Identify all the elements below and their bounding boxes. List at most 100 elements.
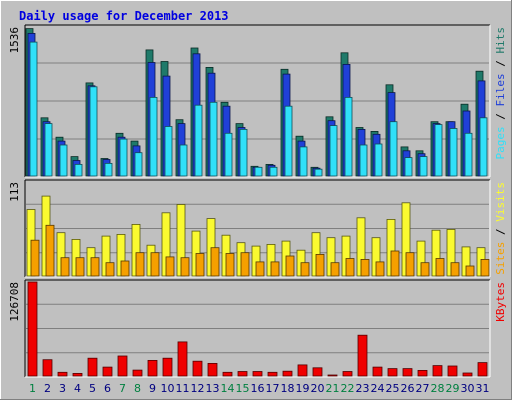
chart-title: Daily usage for December 2013 [19,9,229,23]
bar-kbytes-day-18 [282,370,293,377]
panel-upper-side-label-pages: Pages [494,126,507,159]
bar-kbytes-day-22 [342,371,353,377]
bar-kbytes-day-4 [72,372,83,377]
bar-sites-day-20 [315,253,325,277]
panel-lower: 126708 KBytes [8,279,507,378]
bar-kbytes-day-1 [27,281,38,377]
bar-sites-day-30 [465,265,475,277]
bar-kbytes-day-3 [57,371,68,377]
panel-upper-side-label-separator: / [494,54,507,74]
bar-sites-day-8 [135,252,145,277]
day-label-8: 8 [134,382,141,395]
bar-sites-day-2 [45,224,55,277]
bar-sites-day-12 [195,253,205,277]
day-label-5: 5 [89,382,96,395]
bar-kbytes-day-2 [42,359,53,377]
bar-pages-day-20 [314,168,323,177]
bar-sites-day-18 [285,255,295,277]
bar-pages-day-5 [89,86,98,177]
x-axis-day-labels: 1 2 3 4 5 6 7 8 9 10 11 12 13 14 15 16 17 18 19 20 21 22 23 24 2… [29,382,490,395]
day-label-30: 30 [461,382,475,395]
bar-pages-day-12 [194,104,203,177]
panel-middle-side-label-sites: Sites [494,242,507,275]
bar-pages-day-6 [104,162,113,177]
day-label-18: 18 [281,382,295,395]
bar-kbytes-day-10 [162,357,173,377]
panel-lower-side-label-kbytes: KBytes [494,282,507,322]
bar-kbytes-day-28 [432,365,443,377]
bar-pages-day-28 [434,124,443,177]
bar-kbytes-day-6 [102,366,113,377]
panel-upper-side-label-files: Files [494,73,507,106]
bar-pages-day-27 [419,156,428,177]
bar-kbytes-day-8 [132,369,143,377]
day-label-26: 26 [401,382,415,395]
bar-kbytes-day-19 [297,364,308,377]
bar-sites-day-28 [435,258,445,277]
bar-sites-day-25 [390,250,400,277]
bar-pages-day-23 [359,144,368,177]
bar-kbytes-day-12 [192,360,203,377]
day-label-19: 19 [296,382,310,395]
day-label-14: 14 [221,382,235,395]
bar-kbytes-day-15 [237,371,248,377]
bar-sites-day-17 [270,261,280,277]
bar-pages-day-26 [404,157,413,177]
day-label-21: 21 [326,382,340,395]
day-label-29: 29 [446,382,460,395]
day-label-11: 11 [176,382,190,395]
bar-kbytes-day-21 [327,374,338,377]
bar-sites-day-31 [480,258,490,277]
day-label-23: 23 [356,382,370,395]
bar-sites-day-9 [150,252,160,277]
bar-sites-day-21 [330,262,340,277]
bar-kbytes-day-29 [447,365,458,377]
bar-sites-day-16 [255,261,265,277]
bar-kbytes-day-31 [477,362,488,377]
bar-sites-day-4 [75,257,85,277]
bar-kbytes-day-17 [267,371,278,377]
bar-pages-day-14 [224,132,233,177]
panel-middle: 113 Sites / Visits [8,179,507,278]
bar-pages-day-2 [44,123,53,177]
bar-sites-day-22 [345,258,355,277]
day-label-28: 28 [431,382,445,395]
day-label-16: 16 [251,382,265,395]
bar-kbytes-day-9 [147,359,158,377]
chart-panels: 1536 Pages / Files / Hits 113 Sites / Visit… [8,24,507,378]
bar-kbytes-day-30 [462,372,473,377]
bar-kbytes-day-25 [387,368,398,377]
panel-upper-side-label-separator: / [494,107,507,127]
bar-sites-day-26 [405,252,415,277]
bar-sites-day-10 [165,256,175,277]
day-label-25: 25 [386,382,400,395]
bar-kbytes-day-7 [117,355,128,377]
day-label-13: 13 [206,382,220,395]
panel-upper-axis-max-label: 1536 [8,27,21,54]
panel-lower-axis-max-label: 126708 [8,282,21,322]
bar-pages-day-7 [119,138,128,177]
bar-kbytes-day-26 [402,368,413,377]
bar-sites-day-19 [300,262,310,277]
bar-sites-day-1 [30,239,40,277]
day-label-2: 2 [44,382,51,395]
bar-kbytes-day-11 [177,341,188,377]
bar-pages-day-30 [464,132,473,177]
bar-pages-day-22 [344,97,353,177]
bar-pages-day-11 [179,144,188,177]
bar-pages-day-13 [209,101,218,177]
panel-lower-side-label: KBytes [494,282,507,322]
bar-pages-day-25 [389,121,398,177]
bar-kbytes-day-27 [417,369,428,377]
panel-middle-axis-max-label: 113 [8,182,21,202]
bar-pages-day-19 [299,146,308,177]
panel-middle-side-label-visits: Visits [494,182,507,222]
bar-pages-day-8 [134,152,143,177]
bar-pages-day-4 [74,163,83,177]
bar-sites-day-6 [105,262,115,277]
day-label-24: 24 [371,382,385,395]
bar-sites-day-3 [60,257,70,277]
day-label-27: 27 [416,382,430,395]
